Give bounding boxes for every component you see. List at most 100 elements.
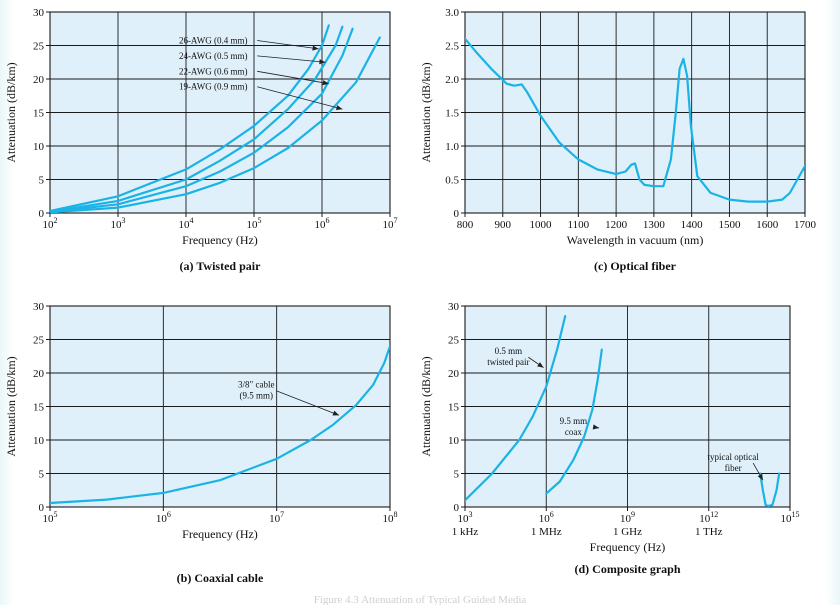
- x-tick-label: 103: [458, 510, 473, 525]
- chart-b: 0 5 10 15 20 25 30 105 106 107 108 Frequency (Hz) At…: [4, 301, 398, 585]
- x-tick-label: 108: [383, 510, 398, 525]
- series-line: [50, 25, 344, 213]
- annotation-label: (9.5 mm): [240, 391, 274, 401]
- annotation-arrowhead: [335, 105, 343, 111]
- annotation-arrowhead: [757, 473, 763, 481]
- annotation-label: 19-AWG (0.9 mm): [179, 82, 248, 92]
- y-tick-label: 20: [448, 368, 460, 380]
- series-line: [50, 36, 381, 213]
- x-tick-sublabel: 1 kHz: [452, 526, 479, 538]
- series-line: [545, 348, 603, 495]
- page-edge-left: [0, 0, 14, 605]
- y-tick-label: 1.0: [445, 141, 459, 153]
- y-tick-label: 2.0: [445, 74, 459, 86]
- series-line: [465, 37, 805, 203]
- y-tick-label: 30: [33, 301, 45, 313]
- annotation-label: 22-AWG (0.6 mm): [179, 66, 248, 76]
- annotation-label: 26-AWG (0.4 mm): [179, 35, 248, 45]
- annotation-arrow: [257, 55, 326, 63]
- x-tick-label: 1000: [530, 219, 553, 231]
- x-axis-title: Frequency (Hz): [182, 233, 258, 247]
- x-tick-label: 900: [495, 219, 512, 231]
- y-tick-label: 10: [33, 141, 45, 153]
- y-tick-label: 30: [33, 7, 45, 19]
- y-tick-label: 0.5: [445, 175, 459, 187]
- y-tick-label: 3.0: [445, 7, 459, 19]
- y-axis-title: Attenuation (dB/km): [419, 356, 433, 456]
- y-tick-label: 10: [448, 435, 460, 447]
- series-line: [465, 315, 567, 502]
- x-axis-title: Wavelength in vacuum (nm): [567, 233, 704, 247]
- annotation-label: fiber: [725, 463, 742, 473]
- figure-footer: Figure 4.3 Attenuation of Typical Guided…: [314, 594, 527, 605]
- y-tick-label: 15: [33, 108, 45, 120]
- x-tick-label: 1100: [568, 219, 590, 231]
- x-tick-label: 106: [539, 510, 554, 525]
- y-tick-label: 25: [33, 335, 45, 347]
- annotation-label: 0.5 mm: [495, 346, 523, 356]
- annotation-label: 3/8" cable: [238, 380, 274, 390]
- y-tick-label: 5: [39, 469, 45, 481]
- y-tick-label: 25: [33, 41, 45, 53]
- annotation-label: 9.5 mm: [560, 416, 588, 426]
- annotation-arrow: [257, 40, 319, 50]
- x-tick-label: 109: [620, 510, 635, 525]
- x-axis-title: Frequency (Hz): [182, 527, 258, 541]
- y-tick-label: 0: [454, 208, 460, 220]
- y-tick-label: 2.5: [445, 41, 459, 53]
- chart-caption: (d) Composite graph: [574, 562, 680, 576]
- chart-a: 0 5 10 15 20 25 30 102 103 104 105 106 107 Frequency …: [4, 7, 398, 273]
- x-tick-label: 103: [111, 216, 126, 231]
- x-tick-label: 800: [457, 219, 474, 231]
- y-axis-title: Attenuation (dB/km): [4, 62, 18, 162]
- x-tick-sublabel: 1 GHz: [613, 526, 642, 538]
- x-tick-label: 1300: [643, 219, 666, 231]
- y-tick-label: 20: [33, 368, 45, 380]
- annotation-arrow: [276, 390, 340, 416]
- x-tick-label: 105: [247, 216, 262, 231]
- x-tick-label: 104: [179, 216, 194, 231]
- y-axis-title: Attenuation (dB/km): [4, 356, 18, 456]
- annotation-arrow: [257, 86, 343, 110]
- page-edge-right: [826, 0, 840, 605]
- x-tick-label: 1015: [781, 510, 800, 525]
- chart-caption: (a) Twisted pair: [180, 259, 262, 273]
- x-tick-label: 1500: [718, 219, 741, 231]
- x-tick-label: 1600: [756, 219, 779, 231]
- series-line: [50, 24, 330, 213]
- y-tick-label: 20: [33, 74, 45, 86]
- y-tick-label: 25: [448, 335, 460, 347]
- annotation-arrowhead: [537, 362, 544, 368]
- annotation-arrowhead: [312, 45, 319, 51]
- x-tick-label: 106: [156, 510, 171, 525]
- series-line: [50, 345, 390, 505]
- chart-caption: (b) Coaxial cable: [177, 571, 264, 585]
- y-tick-label: 0: [454, 502, 460, 514]
- x-tick-label: 105: [43, 510, 58, 525]
- y-tick-label: 5: [39, 175, 45, 187]
- y-tick-label: 30: [448, 301, 460, 313]
- annotation-arrowhead: [322, 80, 329, 86]
- x-tick-label: 1012: [699, 510, 718, 525]
- x-tick-label: 107: [269, 510, 284, 525]
- x-tick-label: 1700: [794, 219, 817, 231]
- y-tick-label: 10: [33, 435, 45, 447]
- x-tick-label: 106: [315, 216, 330, 231]
- y-tick-label: 5: [454, 469, 460, 481]
- y-tick-label: 0: [39, 208, 45, 220]
- y-axis-title: Attenuation (dB/km): [419, 62, 433, 162]
- series-line: [759, 472, 781, 507]
- y-tick-label: 15: [33, 402, 45, 414]
- y-tick-label: 1.5: [445, 108, 459, 120]
- x-tick-label: 107: [383, 216, 398, 231]
- annotation-label: coax: [565, 427, 582, 437]
- x-tick-sublabel: 1 MHz: [531, 526, 562, 538]
- x-tick-label: 1400: [681, 219, 704, 231]
- chart-c: 0 0.5 1.0 1.5 2.0 2.5 3.0 800 900 1000 1100 1200 130…: [419, 7, 817, 273]
- series-line: [50, 27, 354, 213]
- annotation-label: 24-AWG (0.5 mm): [179, 51, 248, 61]
- y-tick-label: 15: [448, 402, 460, 414]
- annotation-arrowhead: [592, 424, 600, 430]
